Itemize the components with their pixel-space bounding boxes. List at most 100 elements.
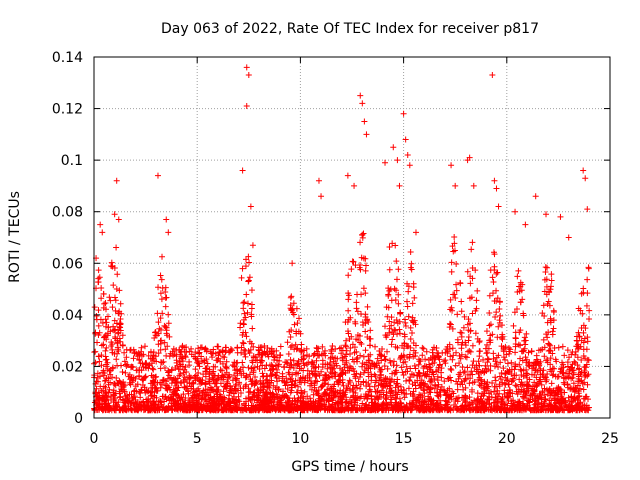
data-point xyxy=(392,394,399,401)
data-point xyxy=(452,362,459,369)
data-point xyxy=(159,406,166,413)
data-point xyxy=(520,312,527,319)
data-point xyxy=(157,398,164,405)
data-point xyxy=(358,340,365,347)
data-point xyxy=(572,396,579,403)
data-point xyxy=(269,363,276,370)
data-point xyxy=(443,346,450,353)
data-point xyxy=(521,406,528,413)
data-point xyxy=(342,399,349,406)
data-point xyxy=(435,407,442,414)
data-point xyxy=(321,389,328,396)
data-point xyxy=(219,360,226,367)
data-point xyxy=(407,336,414,343)
data-point xyxy=(543,386,550,393)
data-point xyxy=(117,327,124,334)
data-point xyxy=(435,393,442,400)
data-point xyxy=(145,365,152,372)
data-point xyxy=(460,324,467,331)
data-point xyxy=(102,353,109,360)
data-point xyxy=(401,340,408,347)
data-point xyxy=(442,357,449,364)
data-point xyxy=(195,385,202,392)
data-point xyxy=(150,379,157,386)
data-point xyxy=(447,365,454,372)
data-point xyxy=(510,322,517,329)
data-point xyxy=(500,400,507,407)
data-point xyxy=(566,368,573,375)
data-point xyxy=(210,368,217,375)
data-point xyxy=(98,352,105,359)
data-point xyxy=(564,363,571,370)
data-point xyxy=(157,338,164,345)
data-point xyxy=(576,407,583,414)
data-point xyxy=(224,374,231,381)
data-point xyxy=(521,334,528,341)
data-point xyxy=(253,378,260,385)
data-point xyxy=(368,377,375,384)
data-point xyxy=(195,395,202,402)
data-point xyxy=(512,329,519,336)
data-point xyxy=(182,405,189,412)
data-point xyxy=(245,385,252,392)
data-point xyxy=(239,339,246,346)
data-point xyxy=(575,341,582,348)
data-point xyxy=(112,333,119,340)
data-point xyxy=(489,380,496,387)
data-point xyxy=(288,361,295,368)
data-point xyxy=(221,354,228,361)
data-point xyxy=(313,357,320,364)
data-point xyxy=(560,361,567,368)
data-point xyxy=(578,337,585,344)
data-point xyxy=(350,365,357,372)
data-point xyxy=(116,394,123,401)
data-point xyxy=(466,320,473,327)
data-point xyxy=(150,366,157,373)
data-point xyxy=(294,361,301,368)
data-point-peak xyxy=(359,100,366,107)
data-point xyxy=(458,378,465,385)
data-point xyxy=(308,358,315,365)
data-point xyxy=(381,363,388,370)
data-point xyxy=(578,356,585,363)
data-point xyxy=(407,365,414,372)
data-point xyxy=(114,271,121,278)
data-point xyxy=(447,296,454,303)
data-point xyxy=(285,407,292,414)
data-point xyxy=(271,354,278,361)
data-point xyxy=(477,382,484,389)
data-point xyxy=(292,341,299,348)
data-point xyxy=(276,357,283,364)
data-point xyxy=(230,390,237,397)
data-point xyxy=(496,305,503,312)
data-point xyxy=(344,364,351,371)
data-point xyxy=(223,358,230,365)
data-point xyxy=(454,386,461,393)
data-point xyxy=(242,314,249,321)
data-point xyxy=(301,379,308,386)
data-point xyxy=(310,352,317,359)
data-point xyxy=(580,346,587,353)
data-point xyxy=(350,258,357,265)
data-point xyxy=(583,302,590,309)
data-point xyxy=(469,379,476,386)
data-point xyxy=(129,379,136,386)
data-point xyxy=(584,356,591,363)
data-point xyxy=(419,352,426,359)
data-point xyxy=(162,346,169,353)
data-point xyxy=(504,393,511,400)
data-point xyxy=(304,372,311,379)
data-point xyxy=(432,382,439,389)
y-tick-label: 0.06 xyxy=(52,256,83,272)
data-point xyxy=(454,395,461,402)
data-point xyxy=(116,388,123,395)
data-point xyxy=(523,390,530,397)
data-point xyxy=(550,371,557,378)
data-point xyxy=(282,359,289,366)
data-point xyxy=(373,362,380,369)
data-point xyxy=(192,349,199,356)
data-point xyxy=(469,310,476,317)
data-point xyxy=(401,394,408,401)
data-point xyxy=(150,373,157,380)
data-point-peak xyxy=(163,216,170,223)
